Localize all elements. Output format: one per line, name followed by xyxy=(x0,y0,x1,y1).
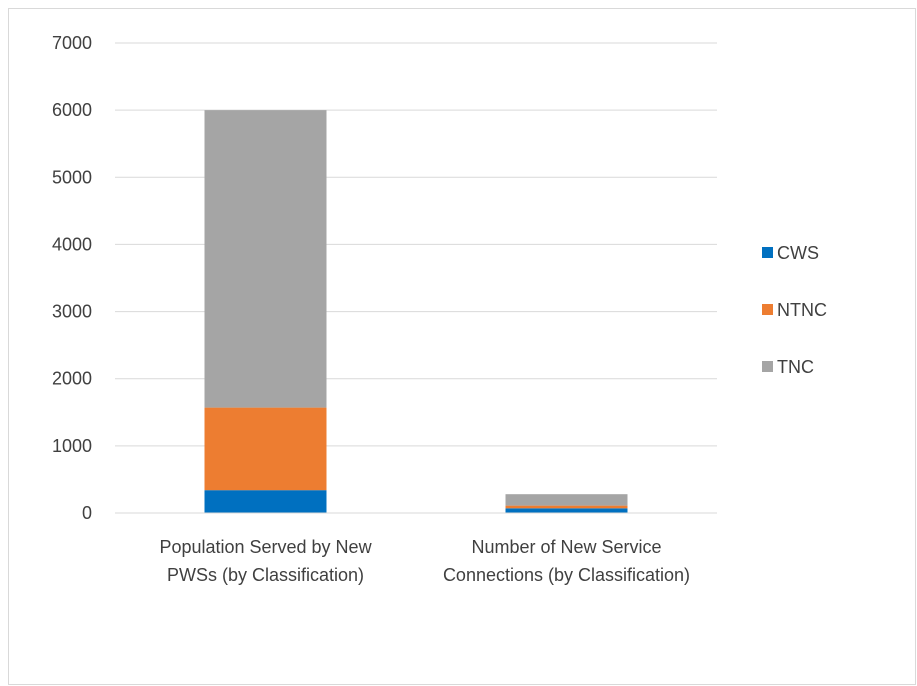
category-label: Number of New Service xyxy=(471,537,661,557)
legend-label-cws: CWS xyxy=(777,243,819,263)
category-label: Connections (by Classification) xyxy=(443,565,690,585)
legend-swatch-cws xyxy=(762,247,773,258)
y-tick-label: 2000 xyxy=(52,369,92,389)
bar-segment-cws xyxy=(204,490,327,513)
y-tick-label: 4000 xyxy=(52,234,92,254)
bar-segment-tnc xyxy=(505,494,628,506)
category-labels: Population Served by New PWSs (by Classif… xyxy=(159,537,690,585)
legend-swatch-tnc xyxy=(762,361,773,372)
category-label: Population Served by New xyxy=(159,537,372,557)
y-tick-label: 5000 xyxy=(52,167,92,187)
chart-frame xyxy=(8,8,916,685)
bar-segment-ntnc xyxy=(505,505,628,509)
bar-segment-ntnc xyxy=(204,407,327,491)
y-tick-label: 0 xyxy=(82,503,92,523)
legend-swatch-ntnc xyxy=(762,304,773,315)
bar-segment-cws xyxy=(505,508,628,513)
legend-label-tnc: TNC xyxy=(777,357,814,377)
legend-label-ntnc: NTNC xyxy=(777,300,827,320)
legend: CWS NTNC TNC xyxy=(762,243,827,377)
y-axis-tick-labels: 0 1000 2000 3000 4000 5000 6000 7000 xyxy=(52,33,92,523)
y-tick-label: 6000 xyxy=(52,100,92,120)
y-tick-label: 7000 xyxy=(52,33,92,53)
y-tick-label: 1000 xyxy=(52,436,92,456)
category-label: PWSs (by Classification) xyxy=(167,565,364,585)
bar-segment-tnc xyxy=(204,110,327,408)
y-tick-label: 3000 xyxy=(52,302,92,322)
stacked-bars xyxy=(204,110,628,513)
